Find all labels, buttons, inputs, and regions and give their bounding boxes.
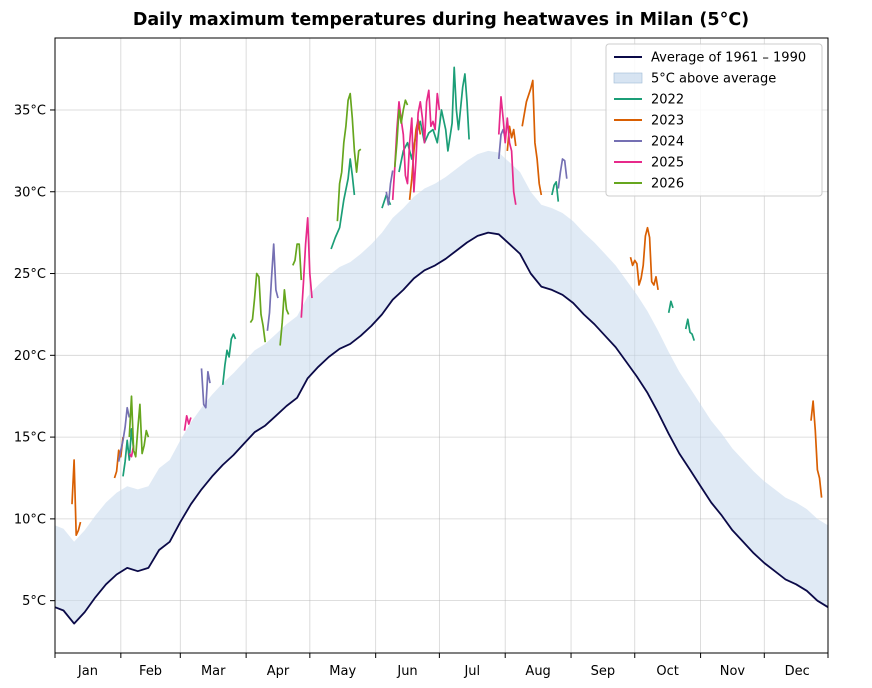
heatwave-line-2026 — [336, 92, 362, 222]
above-average-band-area — [55, 150, 828, 624]
heatwave-line-2024 — [557, 158, 568, 189]
series-2024 — [117, 128, 568, 462]
heatwave-line-2023 — [521, 79, 543, 196]
chart-title: Daily maximum temperatures during heatwa… — [133, 10, 749, 30]
above-average-band — [55, 150, 828, 624]
x-tick-label: Jan — [77, 664, 98, 679]
y-tick-label: 15°C — [14, 431, 46, 446]
heatwave-line-2022 — [684, 318, 696, 341]
heatwave-line-2025 — [183, 414, 192, 431]
legend-label-2024: 2024 — [651, 135, 684, 150]
heatwave-line-2026 — [393, 99, 409, 168]
y-tick-label: 20°C — [14, 349, 46, 364]
x-tick-label: Nov — [720, 664, 746, 679]
legend-label-2023: 2023 — [651, 114, 684, 129]
heatwave-line-2026 — [279, 289, 290, 346]
x-tick-label: May — [329, 664, 356, 679]
legend-label-average-of-1961-1990: Average of 1961 – 1990 — [651, 51, 806, 66]
legend-label-2026: 2026 — [651, 177, 684, 192]
legend-label-5-c-above-average: 5°C above average — [651, 72, 776, 87]
heatwave-line-2024 — [266, 243, 279, 331]
y-tick-label: 25°C — [14, 267, 46, 282]
heatwave-line-2026 — [292, 243, 303, 281]
heatwave-line-2022 — [221, 333, 237, 385]
x-tick-label: Aug — [525, 664, 550, 679]
x-tick-label: Sep — [591, 664, 616, 679]
heatwave-line-2022 — [330, 158, 356, 250]
x-tick-label: Feb — [139, 664, 162, 679]
average-line — [54, 231, 829, 625]
legend-label-2025: 2025 — [651, 156, 684, 171]
y-tick-label: 5°C — [22, 594, 46, 609]
heatwave-line-2023 — [810, 400, 823, 498]
legend-label-2022: 2022 — [651, 93, 684, 108]
average-temperature-line — [54, 231, 829, 625]
legend-box — [605, 43, 823, 197]
heatwave-line-2024 — [117, 406, 131, 462]
heatwave-line-2025 — [300, 217, 313, 318]
heatwave-line-2022 — [667, 300, 674, 313]
legend-swatch-band — [613, 72, 643, 84]
heatwave-line-2024 — [200, 368, 211, 409]
y-tick-label: 35°C — [14, 103, 46, 118]
heatwave-line-2022 — [551, 181, 560, 202]
heatwave-line-2024 — [385, 170, 394, 206]
heatwave-line-2025 — [497, 96, 517, 205]
x-tick-label: Mar — [201, 664, 226, 679]
x-tick-label: Dec — [785, 664, 810, 679]
axes: Jan Feb Mar Apr May Jun Jul Aug Sep Oct Nov Dec 5°C 1… — [14, 37, 829, 679]
heatwave-line-2026 — [128, 395, 150, 458]
heatwave-line-2022 — [122, 428, 135, 477]
y-tick-label: 10°C — [14, 512, 46, 527]
heatwave-line-2026 — [249, 272, 267, 343]
x-tick-label: Oct — [656, 664, 678, 679]
heatwave-series — [71, 66, 823, 537]
x-tick-label: Apr — [267, 664, 290, 679]
plot-frame — [54, 37, 829, 654]
heatwave-line-2023 — [71, 459, 82, 537]
x-tick-label: Jul — [463, 664, 480, 679]
x-tick-label: Jun — [396, 664, 417, 679]
legend: Average of 1961 – 1990 5°C above average 2… — [605, 43, 823, 197]
series-2026 — [128, 92, 409, 458]
y-tick-label: 30°C — [14, 185, 46, 200]
heatwave-line-2023 — [629, 226, 659, 291]
